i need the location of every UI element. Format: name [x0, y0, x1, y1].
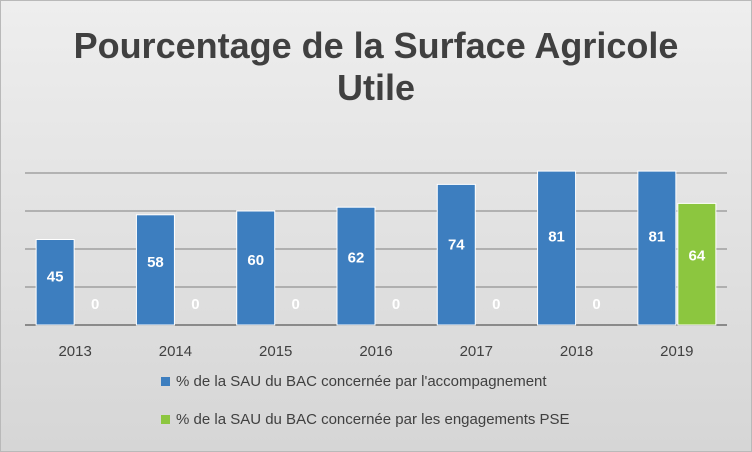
data-label-series1-2019: 81 [649, 229, 666, 246]
data-label-series1-2013: 45 [47, 268, 64, 285]
data-label-series1-2016: 62 [348, 250, 365, 267]
data-label-series1-2015: 60 [247, 252, 264, 269]
legend-item-accompagnement: % de la SAU du BAC concernée par l'accom… [161, 369, 641, 393]
bar-series1-2017 [436, 183, 476, 326]
data-label-series2-2016: 0 [392, 296, 400, 313]
bar-series1-2019 [637, 170, 677, 326]
x-tick-label-2013: 2013 [58, 343, 91, 360]
chart-title-line-2: Utile [336, 67, 415, 108]
bar-series1-2015 [236, 210, 276, 326]
legend-label-accompagnement: % de la SAU du BAC concernée par l'accom… [176, 372, 547, 390]
x-tick-label-2014: 2014 [159, 343, 192, 360]
data-label-series1-2017: 74 [448, 236, 465, 253]
data-label-series2-2017: 0 [492, 296, 500, 313]
legend: % de la SAU du BAC concernée par l'accom… [161, 369, 641, 445]
x-tick-label-2019: 2019 [660, 343, 693, 360]
x-tick-label-2015: 2015 [259, 343, 292, 360]
data-label-series2-2019: 64 [689, 247, 706, 264]
bar-series1-2014 [135, 214, 175, 326]
data-label-series2-2014: 0 [191, 296, 199, 313]
data-label-series1-2014: 58 [147, 254, 164, 271]
bar-series1-2016 [336, 206, 376, 326]
bar-series1-2013 [35, 239, 75, 326]
legend-label-engagements-pse: % de la SAU du BAC concernée par les eng… [176, 410, 570, 428]
legend-item-engagements-pse: % de la SAU du BAC concernée par les eng… [161, 407, 641, 431]
x-tick-label-2016: 2016 [359, 343, 392, 360]
legend-swatch-engagements-pse [161, 414, 170, 424]
chart-title: Pourcentage de la Surface Agricole Utile [1, 25, 751, 109]
data-label-series1-2018: 81 [548, 229, 565, 246]
chart-title-line-1: Pourcentage de la Surface Agricole [73, 25, 679, 66]
x-tick-label-2018: 2018 [560, 343, 593, 360]
data-label-series2-2013: 0 [91, 296, 99, 313]
x-tick-label-2017: 2017 [460, 343, 493, 360]
data-label-series2-2015: 0 [292, 296, 300, 313]
bar-series1-2018 [537, 170, 577, 326]
data-label-series2-2018: 0 [592, 296, 600, 313]
legend-swatch-accompagnement [161, 376, 170, 386]
bar-series2-2019 [677, 202, 717, 326]
